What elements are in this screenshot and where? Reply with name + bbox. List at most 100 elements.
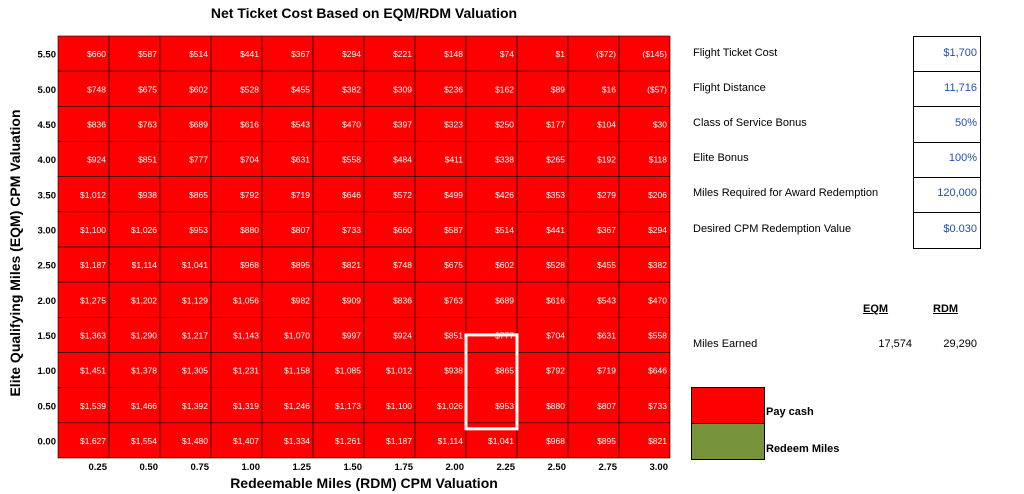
cell-value: $30: [653, 119, 667, 129]
cell-value: $909: [342, 295, 361, 305]
cell-value: ($72): [596, 49, 616, 59]
cell-value: $719: [291, 190, 310, 200]
highlight-box: [464, 333, 519, 431]
heatmap-cell: [57, 281, 110, 318]
input-divider: [913, 212, 980, 213]
heatmap-cell: [465, 281, 518, 318]
heatmap-cell: [465, 35, 518, 72]
cell-value: $1,275: [80, 295, 106, 305]
cell-value: $880: [240, 225, 259, 235]
input-value[interactable]: 120,000: [937, 187, 977, 200]
heatmap-cell: [363, 70, 416, 107]
y-tick-label: 0.50: [38, 401, 57, 412]
input-value[interactable]: 50%: [954, 117, 977, 129]
cell-value: $836: [87, 119, 106, 129]
cell-value: $323: [444, 119, 463, 129]
x-tick-label: 2.25: [497, 462, 516, 473]
cell-value: $733: [648, 401, 667, 411]
cell-value: $118: [649, 155, 668, 165]
heatmap-cell: [363, 387, 416, 424]
x-tick-label: 3.00: [650, 462, 669, 473]
cell-value: $499: [444, 190, 463, 200]
heatmap-cell: [363, 352, 416, 388]
cell-value: $1,041: [182, 260, 208, 270]
heatmap-cell: [57, 141, 110, 177]
heatmap-cell: [567, 387, 620, 424]
cell-value: $602: [495, 260, 514, 270]
legend-label-pay-cash: Pay cash: [766, 406, 814, 418]
cell-value: $1,041: [488, 436, 514, 446]
cell-value: $895: [291, 260, 310, 270]
heatmap-cell: [57, 317, 110, 353]
heatmap-cell: [261, 387, 314, 424]
heatmap-cell: [618, 422, 671, 459]
heatmap-cell: [261, 317, 314, 353]
heatmap-cell: [312, 211, 365, 248]
cell-value: $1,187: [386, 436, 412, 446]
cell-value: $1,246: [284, 401, 310, 411]
legend-swatch-redeem-miles: [691, 423, 765, 460]
heatmap-cell: [618, 176, 671, 213]
input-value[interactable]: 100%: [948, 152, 977, 165]
heatmap-cell: [363, 422, 416, 459]
cell-value: $426: [495, 190, 514, 200]
heatmap-cell: [567, 70, 620, 107]
cell-value: $294: [648, 225, 667, 235]
cell-value: $279: [597, 190, 616, 200]
input-divider: [913, 142, 980, 143]
cell-value: $1,480: [182, 436, 208, 446]
heatmap-cell: [159, 387, 212, 424]
cell-value: $719: [597, 366, 616, 376]
cell-value: $1,100: [386, 401, 412, 411]
heatmap-cell: [261, 35, 314, 72]
eqm-header: EQM: [863, 303, 889, 315]
cell-value: $587: [444, 225, 463, 235]
heatmap-cell: [312, 422, 365, 459]
cell-value: $616: [546, 295, 565, 305]
x-tick-label: 0.25: [89, 462, 108, 473]
heatmap-cell: [618, 35, 671, 72]
heatmap-cell: [618, 70, 671, 107]
cell-value: $982: [291, 295, 310, 305]
cell-value: $162: [495, 84, 514, 94]
input-value[interactable]: $0.030: [943, 222, 977, 235]
cell-value: $1,085: [335, 366, 361, 376]
cell-value: $1,363: [80, 330, 106, 340]
x-tick-label: 1.25: [293, 462, 312, 473]
cell-value: $675: [138, 84, 157, 94]
legend-swatch-pay-cash: [691, 387, 765, 424]
heatmap-cell: [210, 141, 263, 177]
cell-value: $689: [495, 295, 514, 305]
heatmap-cell: [57, 70, 110, 107]
cell-value: $1,114: [132, 260, 158, 270]
heatmap-cell: [618, 317, 671, 353]
cell-value: $865: [189, 190, 208, 200]
x-tick-label: 1.00: [242, 462, 261, 473]
cell-value: $1,231: [233, 366, 259, 376]
input-label: Miles Required for Award Redemption: [693, 187, 879, 200]
cell-value: $704: [546, 330, 565, 340]
cell-value: $411: [445, 155, 464, 165]
cell-value: $455: [291, 84, 310, 94]
heatmap-cell: [516, 352, 569, 388]
heatmap-cell: [108, 211, 161, 248]
cell-value: $763: [138, 119, 157, 129]
heatmap-cell: [57, 35, 110, 72]
cell-value: $602: [189, 84, 208, 94]
cell-value: $1,627: [80, 436, 106, 446]
cell-value: $1,143: [233, 330, 259, 340]
cell-value: $543: [597, 295, 616, 305]
heatmap-cell: [414, 211, 467, 248]
cell-value: $1,202: [131, 295, 157, 305]
cell-value: $1,261: [335, 436, 361, 446]
input-value[interactable]: 11,716: [944, 81, 977, 94]
heatmap-cell: [159, 281, 212, 318]
cell-value: $836: [393, 295, 412, 305]
input-divider: [913, 106, 980, 107]
cell-value: $748: [87, 84, 106, 94]
cell-value: $484: [393, 155, 412, 165]
heatmap-cell: [261, 106, 314, 142]
cell-value: $558: [342, 155, 361, 165]
heatmap-cell: [516, 106, 569, 142]
input-value[interactable]: $1,700: [943, 46, 977, 59]
